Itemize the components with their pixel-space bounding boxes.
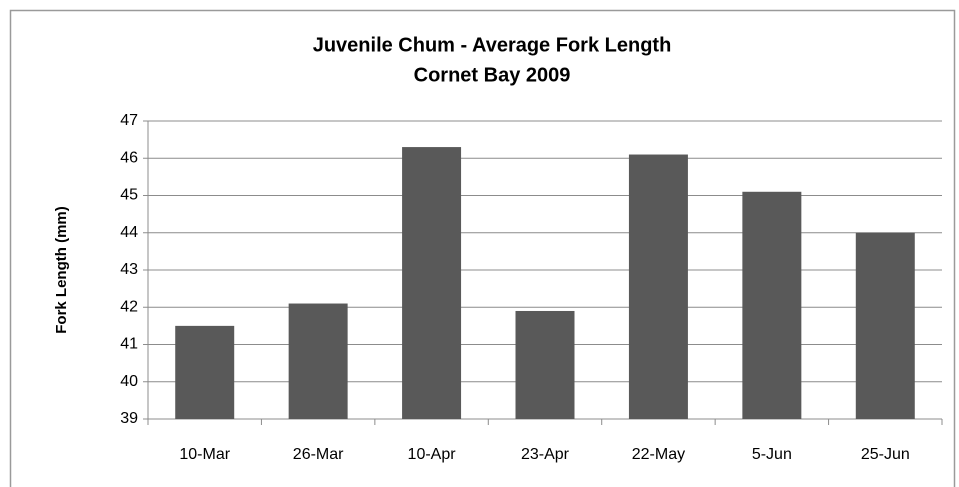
y-tick-label: 40 (120, 373, 138, 390)
y-tick-label: 41 (120, 336, 138, 353)
x-tick-label: 10-Apr (408, 446, 457, 463)
y-tick-label: 43 (120, 261, 138, 278)
y-tick-label: 45 (120, 187, 138, 204)
bar (628, 154, 688, 419)
y-tick-label: 44 (120, 224, 138, 241)
bar (402, 147, 462, 419)
bar (288, 303, 348, 419)
bar (742, 191, 802, 419)
y-axis-title: Fork Length (mm) (53, 206, 70, 334)
x-tick-label: 25-Jun (861, 446, 910, 463)
bar (855, 232, 915, 419)
x-tick-label: 22-May (632, 446, 685, 463)
y-tick-label: 42 (120, 298, 138, 315)
y-tick-label: 46 (120, 149, 138, 166)
x-tick-label: 10-Mar (179, 446, 230, 463)
x-tick-label: 23-Apr (521, 446, 570, 463)
y-tick-label: 47 (120, 112, 138, 129)
y-tick-label: 39 (120, 410, 138, 427)
x-tick-label: 26-Mar (293, 446, 344, 463)
bar (515, 310, 575, 419)
x-tick-label: 5-Jun (752, 446, 792, 463)
chart-title: Juvenile Chum - Average Fork Length (313, 34, 672, 56)
bar (175, 325, 235, 419)
chart-subtitle: Cornet Bay 2009 (414, 64, 571, 86)
